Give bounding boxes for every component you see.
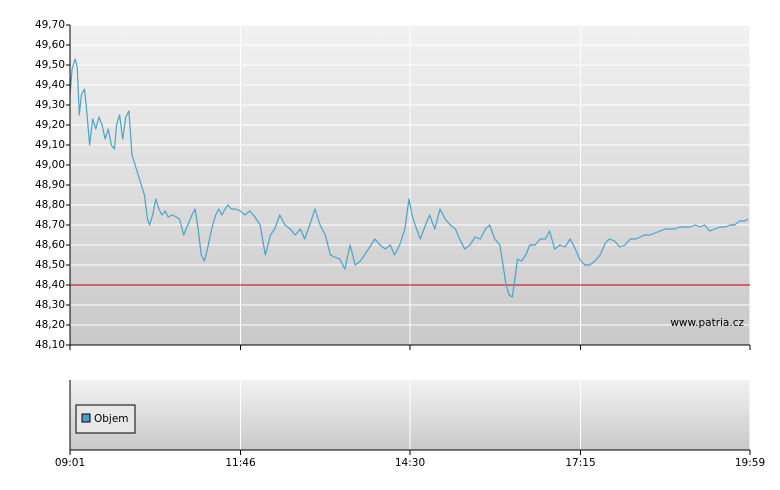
price-line	[69, 58, 749, 298]
x-tick-label: 09:01	[55, 457, 85, 469]
y-tick-label: 48,90	[35, 179, 65, 191]
y-tick-label: 49,30	[35, 99, 65, 111]
y-tick-label: 49,00	[35, 159, 65, 171]
y-tick-label: 48,60	[35, 239, 65, 251]
y-tick-label: 48,10	[35, 339, 65, 351]
y-tick-label: 48,80	[35, 199, 65, 211]
x-tick-label: 11:46	[225, 457, 256, 469]
y-tick-label: 48,50	[35, 259, 65, 271]
y-tick-label: 49,40	[35, 79, 65, 91]
legend-swatch	[81, 413, 91, 423]
x-tick-label: 14:30	[395, 457, 425, 469]
legend-label: Objem	[94, 413, 129, 425]
y-tick-label: 49,10	[35, 139, 65, 151]
y-tick-label: 49,50	[35, 59, 65, 71]
x-tick-label: 17:15	[565, 457, 595, 469]
x-tick-label: 19:59	[735, 457, 765, 469]
y-tick-label: 48,20	[35, 319, 65, 331]
plot	[69, 58, 750, 298]
watermark: www.patria.cz	[670, 317, 744, 329]
y-tick-label: 49,20	[35, 119, 65, 131]
y-tick-label: 48,40	[35, 279, 65, 291]
y-tick-label: 48,30	[35, 299, 65, 311]
y-tick-label: 49,60	[35, 39, 65, 51]
y-tick-label: 48,70	[35, 219, 65, 231]
y-tick-label: 49,70	[35, 19, 65, 31]
